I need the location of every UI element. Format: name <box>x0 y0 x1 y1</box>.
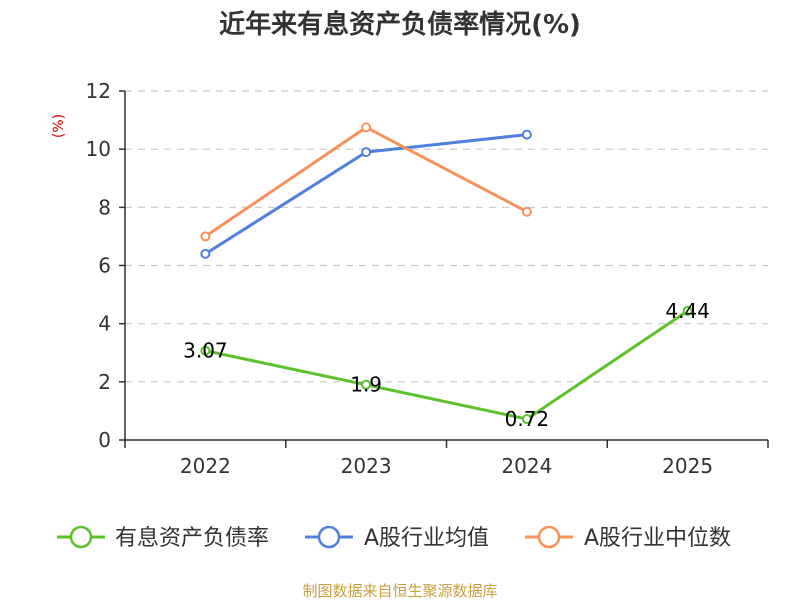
y-tick-label: 6 <box>98 254 111 278</box>
data-point <box>200 248 211 259</box>
source-note: 制图数据来自恒生聚源数据库 <box>302 582 497 600</box>
legend: 有息资产负债率 A股行业均值 A股行业中位数 <box>57 525 731 551</box>
gridlines <box>125 90 768 383</box>
data-label: 0.72 <box>505 407 550 431</box>
data-point <box>521 129 532 140</box>
series-line-0 <box>205 309 689 421</box>
legend-label-2: A股行业中位数 <box>584 526 731 551</box>
y-tick-label: 4 <box>98 312 111 336</box>
data-point <box>361 147 372 158</box>
legend-label-1: A股行业均值 <box>364 526 489 551</box>
data-labels: 3.07 1.9 0.72 4.44 <box>183 299 710 431</box>
data-point <box>200 345 211 356</box>
chart-title: 近年来有息资产负债率情况(%) <box>219 9 581 40</box>
y-tick-label: 8 <box>98 195 111 219</box>
data-label: 3.07 <box>183 339 228 363</box>
x-tick-labels: 2022 2023 2024 2025 <box>180 454 713 478</box>
y-axis-label: (%) <box>51 114 67 138</box>
legend-marker-0 <box>69 525 93 549</box>
x-tick-label: 2025 <box>662 454 713 478</box>
y-tick-label: 2 <box>98 370 111 394</box>
data-label: 4.44 <box>665 299 710 323</box>
legend-label-0: 有息资产负债率 <box>115 526 269 551</box>
data-point <box>521 206 532 217</box>
y-tick-label: 0 <box>98 428 111 452</box>
x-tick-label: 2022 <box>180 454 231 478</box>
axes <box>119 90 769 448</box>
y-tick-label: 12 <box>86 79 111 103</box>
series-line-2 <box>204 125 528 238</box>
legend-marker-2 <box>537 525 561 549</box>
y-tick-label: 10 <box>86 137 111 161</box>
data-point <box>200 231 211 242</box>
data-point <box>361 122 372 133</box>
series-lines <box>200 122 693 425</box>
data-point <box>521 414 532 425</box>
x-tick-label: 2023 <box>341 454 392 478</box>
legend-marker-1 <box>317 525 341 549</box>
data-point <box>682 305 693 316</box>
y-tick-labels: 0 2 4 6 8 10 12 <box>86 79 111 452</box>
data-label: 1.9 <box>350 373 382 397</box>
x-tick-label: 2024 <box>501 454 552 478</box>
data-point <box>361 379 372 390</box>
